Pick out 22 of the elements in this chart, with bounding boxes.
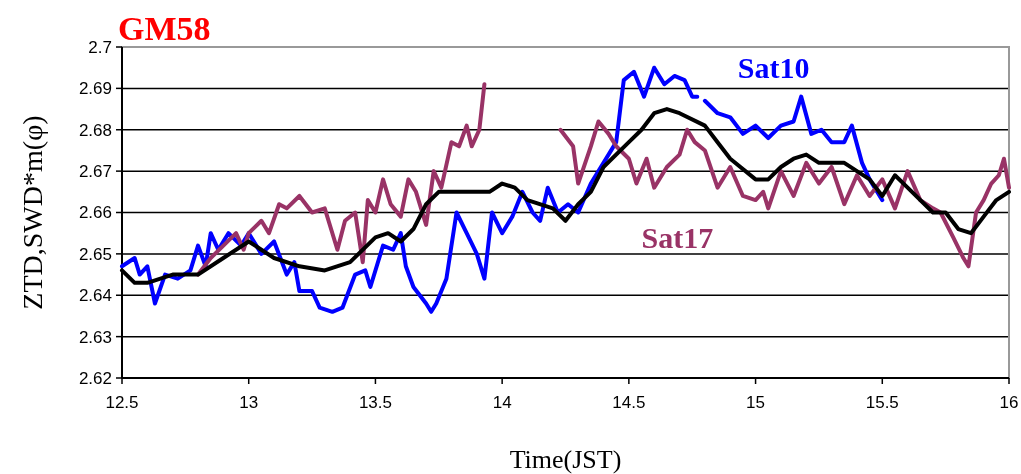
y-tick-label: 2.63 <box>78 327 112 347</box>
series-label: Sat17 <box>641 220 714 254</box>
y-tick-label: 2.67 <box>78 162 112 182</box>
y-axis-title: ZTD,SWD*m(φ) <box>17 115 48 310</box>
series-label: Sat10 <box>737 51 810 85</box>
chart-title: GM58 <box>118 10 211 47</box>
x-tick-label: 13 <box>239 393 259 412</box>
y-tick-label: 2.64 <box>78 286 112 306</box>
x-tick-label: 14 <box>492 393 512 412</box>
x-tick-label: 15 <box>746 393 766 412</box>
y-tick-label: 2.7 <box>88 37 112 57</box>
x-tick-label: 12.5 <box>105 393 139 412</box>
y-tick-label: 2.62 <box>78 368 112 388</box>
x-axis-title: Time(JST) <box>509 445 622 474</box>
x-tick-label: 14.5 <box>612 393 646 412</box>
y-tick-label: 2.66 <box>78 203 112 223</box>
x-tick-label: 15.5 <box>865 393 899 412</box>
y-tick-label: 2.69 <box>78 79 112 99</box>
x-tick-label: 16 <box>999 393 1019 412</box>
y-tick-label: 2.68 <box>78 120 112 140</box>
x-tick-label: 13.5 <box>358 393 392 412</box>
y-tick-label: 2.65 <box>78 244 112 264</box>
